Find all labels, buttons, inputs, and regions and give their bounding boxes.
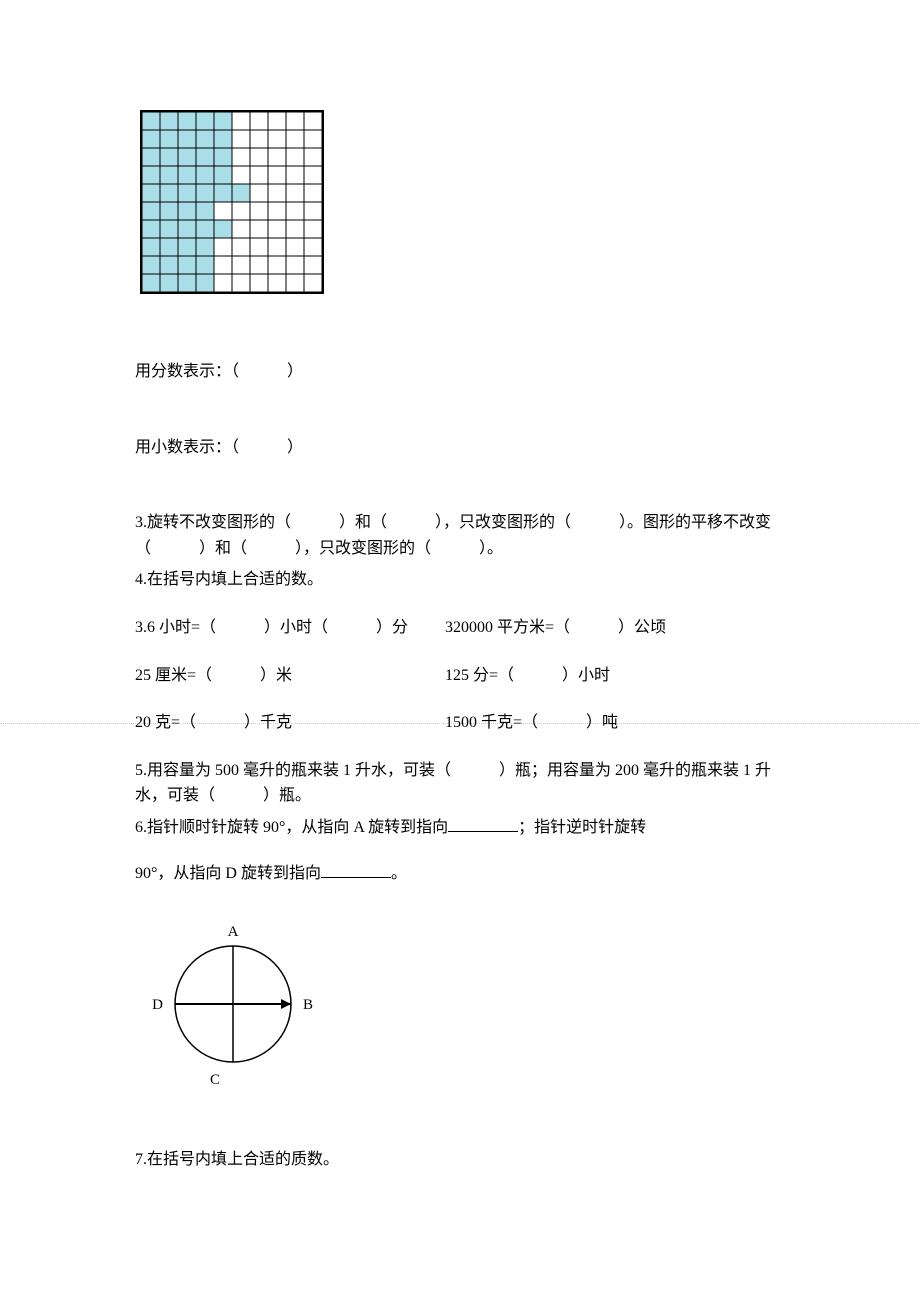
q6-text-b: ；指针逆时针旋转	[518, 819, 646, 836]
q6-text-a: 6.指针顺时针旋转 90°，从指向 A 旋转到指向	[135, 819, 448, 836]
question-3: 3.旋转不改变图形的（ ）和（ ），只改变图形的（ ）。图形的平移不改变（ ）和…	[135, 510, 790, 561]
q6-text-c: 90°，从指向 D 旋转到指向	[135, 865, 321, 882]
q4-row-1-left: 3.6 小时=（ ）小时（ ）分	[135, 615, 445, 641]
svg-text:B: B	[303, 997, 313, 1013]
shaded-grid-svg	[140, 110, 324, 294]
q6-blank-2	[321, 861, 391, 878]
question-5: 5.用容量为 500 毫升的瓶来装 1 升水，可装（ ）瓶；用容量为 200 毫…	[135, 758, 790, 809]
question-decimal: 用小数表示：（ ）	[135, 435, 790, 461]
q6-blank-1	[448, 815, 518, 832]
svg-text:C: C	[210, 1072, 220, 1088]
pointer-circle-figure: A B C D	[145, 916, 790, 1097]
q4-row-2-right: 125 分=（ ）小时	[445, 663, 790, 689]
pointer-circle-svg: A B C D	[145, 916, 321, 1092]
svg-text:D: D	[152, 997, 163, 1013]
q4-row-3-left: 20 克=（ ）千克	[135, 710, 445, 736]
question-fraction: 用分数表示：（ ）	[135, 359, 790, 385]
q4-row-1: 3.6 小时=（ ）小时（ ）分 320000 平方米=（ ）公顷	[135, 615, 790, 641]
q4-row-3-right: 1500 千克=（ ）吨	[445, 710, 790, 736]
q4-row-3: 20 克=（ ）千克 1500 千克=（ ）吨	[135, 710, 790, 736]
question-6-line1: 6.指针顺时针旋转 90°，从指向 A 旋转到指向 ；指针逆时针旋转	[135, 815, 790, 841]
question-6-line2: 90°，从指向 D 旋转到指向 。	[135, 861, 790, 887]
q4-row-2-left: 25 厘米=（ ）米	[135, 663, 445, 689]
question-4-title: 4.在括号内填上合适的数。	[135, 567, 790, 593]
q4-row-2: 25 厘米=（ ）米 125 分=（ ）小时	[135, 663, 790, 689]
question-7: 7.在括号内填上合适的质数。	[135, 1147, 790, 1173]
q4-row-1-right: 320000 平方米=（ ）公顷	[445, 615, 790, 641]
q6-text-d: 。	[391, 865, 407, 882]
svg-text:A: A	[228, 924, 239, 940]
shaded-grid-figure	[140, 110, 790, 299]
